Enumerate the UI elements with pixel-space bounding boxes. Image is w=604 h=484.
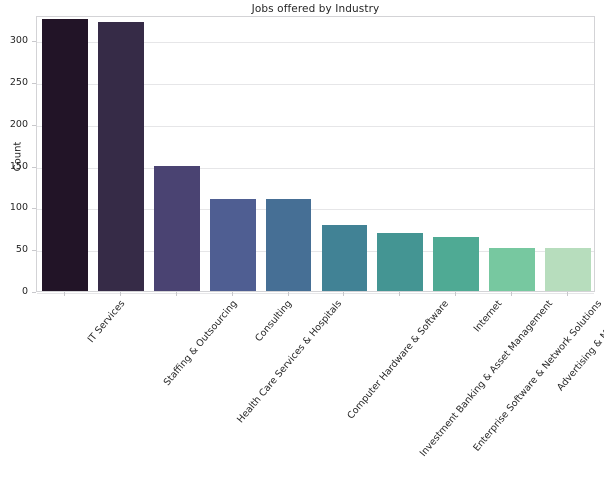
x-tick-mark: [63, 292, 65, 296]
x-tick-mark: [343, 292, 345, 296]
bar[interactable]: [321, 224, 368, 291]
y-tick-mark: [32, 41, 36, 43]
gridline: [37, 42, 594, 44]
y-tick-mark: [32, 292, 36, 293]
y-tick-label: 300: [9, 35, 28, 47]
gridline: [37, 83, 594, 85]
y-tick-label: 100: [9, 202, 28, 214]
bar[interactable]: [377, 233, 424, 291]
x-tick-mark: [567, 292, 569, 296]
gridline: [37, 293, 594, 294]
x-tick-label: Staffing & Outsourcing: [161, 298, 240, 389]
chart-title: Jobs offered by Industry: [251, 3, 380, 15]
y-tick-mark: [32, 208, 36, 210]
y-tick-label: 250: [9, 76, 28, 88]
x-tick-label: Computer Hardware & Software: [344, 298, 451, 422]
bar[interactable]: [153, 165, 200, 291]
gridline: [37, 125, 594, 127]
y-tick-label: 0: [21, 286, 28, 297]
bar[interactable]: [265, 199, 312, 291]
y-tick-mark: [32, 82, 36, 84]
x-tick-mark: [287, 292, 289, 296]
x-tick-mark: [231, 292, 233, 296]
y-axis-label: Count: [12, 141, 24, 172]
gridline: [37, 167, 594, 169]
x-tick-label: Internet: [471, 298, 505, 335]
x-tick-label: IT Services: [85, 298, 128, 346]
y-tick-label: 50: [15, 244, 28, 256]
y-tick-label: 200: [9, 118, 28, 130]
x-tick-label: Consulting: [252, 298, 294, 345]
gridline: [37, 251, 594, 253]
x-tick-mark: [399, 292, 401, 296]
y-tick-mark: [32, 124, 36, 126]
y-tick-mark: [32, 250, 36, 252]
y-tick-mark: [32, 166, 36, 168]
x-tick-mark: [175, 292, 177, 296]
bar[interactable]: [545, 248, 591, 291]
bar[interactable]: [97, 21, 144, 291]
x-tick-mark: [455, 292, 457, 296]
x-tick-mark: [511, 292, 513, 296]
bar[interactable]: [433, 237, 480, 291]
gridline: [37, 209, 594, 211]
bar[interactable]: [489, 248, 536, 291]
bar[interactable]: [42, 19, 88, 291]
y-tick-label: 150: [9, 160, 28, 172]
x-tick-label: Health Care Services & Hospitals: [234, 298, 344, 426]
x-tick-mark: [119, 292, 121, 296]
bar[interactable]: [209, 199, 256, 291]
plot-area: [36, 16, 595, 294]
